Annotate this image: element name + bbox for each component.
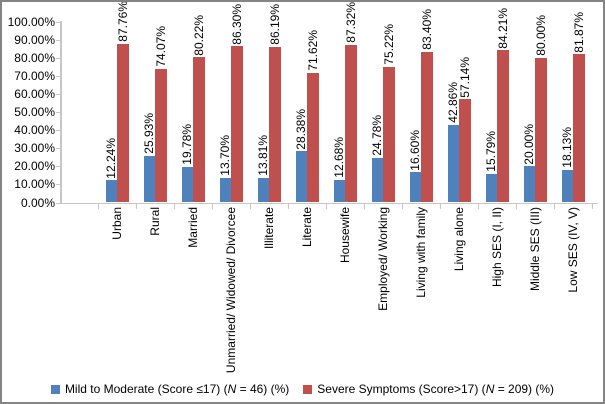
bar (154, 68, 167, 203)
data-label: 80.22% (191, 14, 206, 56)
y-tick-mark (56, 184, 60, 186)
x-axis-label: Unmarried/ Widowed/ Divorcee (223, 206, 238, 373)
y-tick-mark (56, 130, 60, 132)
bar (447, 125, 459, 203)
x-tick-mark (401, 202, 403, 209)
data-label: 87.32% (343, 1, 358, 43)
x-axis-label: Living with family (413, 206, 428, 298)
legend-swatch-mild-icon (50, 384, 60, 394)
x-tick-mark (477, 202, 479, 209)
data-label: 57.14% (457, 56, 472, 98)
bar (561, 169, 573, 203)
x-axis-label: Married (185, 206, 200, 248)
x-tick-mark (363, 202, 365, 209)
x-axis-label: High SES (I, II) (489, 206, 504, 287)
x-axis-label: Rural (147, 206, 162, 236)
x-tick-mark (553, 202, 555, 209)
x-tick-mark (97, 202, 99, 209)
y-tick-label: 20.00% (14, 159, 55, 174)
x-axis-label: Living alone (451, 206, 466, 271)
data-label: 87.76% (115, 1, 130, 42)
bar (181, 166, 193, 203)
y-tick-mark (56, 148, 60, 150)
bar (371, 157, 383, 203)
y-tick-label: 80.00% (14, 50, 55, 65)
legend-item-severe: Severe Symptoms (Score>17) (N = 209) (%) (303, 382, 554, 396)
data-label: 74.07% (153, 25, 168, 67)
y-tick-label: 70.00% (14, 68, 55, 83)
bar (192, 57, 205, 203)
bar (344, 44, 357, 203)
legend-label-severe: Severe Symptoms (Score>17) (N = 209) (%) (317, 382, 555, 396)
bar (458, 99, 471, 203)
x-axis-label: Low SES (IV, V) (565, 206, 580, 293)
x-axis-label: Illiterate (261, 206, 276, 249)
data-label: 80.00% (533, 15, 548, 56)
y-tick-mark (56, 75, 60, 77)
x-tick-mark (287, 202, 289, 209)
bar (409, 172, 421, 203)
y-tick-label: 60.00% (14, 87, 55, 102)
y-axis-line (60, 21, 62, 203)
x-axis-line (60, 202, 598, 205)
y-tick-label: 30.00% (14, 141, 55, 156)
bar (534, 57, 547, 203)
x-axis-label: Employed/ Working (375, 206, 390, 311)
x-axis-label: Urban (109, 206, 124, 240)
bar (572, 54, 585, 203)
y-tick-mark (56, 112, 60, 114)
data-label: 81.87% (571, 11, 586, 53)
bar (143, 155, 155, 203)
y-tick-label: 50.00% (14, 105, 55, 120)
bar (523, 166, 535, 203)
bar (105, 180, 117, 203)
y-tick-label: 100.00% (7, 14, 55, 29)
data-label: 86.19% (267, 3, 282, 45)
y-tick-label: 90.00% (14, 32, 55, 47)
y-tick-mark (56, 94, 60, 96)
data-label: 86.30% (229, 3, 244, 45)
legend-swatch-severe-icon (303, 384, 313, 394)
x-tick-mark (173, 202, 175, 209)
y-tick-label: 0.00% (20, 195, 55, 210)
bar (116, 43, 129, 203)
data-label: 71.62% (305, 30, 320, 72)
chart-legend: Mild to Moderate (Score ≤17) (N = 46) (%… (2, 382, 603, 396)
x-tick-mark (325, 202, 327, 209)
bar (485, 173, 497, 203)
bar (219, 177, 231, 203)
y-tick-mark (56, 39, 60, 41)
x-axis-label: Housewife (337, 206, 352, 263)
y-tick-mark (56, 21, 60, 23)
bar (268, 46, 281, 203)
data-label: 83.40% (419, 9, 434, 50)
bar (496, 50, 509, 203)
y-tick-label: 10.00% (14, 177, 55, 192)
x-tick-mark (135, 202, 137, 209)
y-tick-mark (56, 166, 60, 168)
data-label: 84.21% (495, 7, 510, 49)
y-tick-label: 40.00% (14, 123, 55, 138)
data-label: 75.22% (381, 23, 396, 65)
x-tick-mark (591, 202, 593, 209)
x-tick-mark (439, 202, 441, 209)
bar (230, 46, 243, 203)
x-axis-label: Middle SES (III) (527, 206, 542, 291)
bar (295, 151, 307, 203)
x-tick-mark (211, 202, 213, 209)
y-tick-mark (56, 202, 60, 204)
legend-item-mild: Mild to Moderate (Score ≤17) (N = 46) (%… (50, 382, 290, 396)
y-tick-mark (56, 57, 60, 59)
bar (257, 177, 269, 203)
x-axis-label: Literate (299, 206, 314, 247)
x-tick-mark (515, 202, 517, 209)
bar (306, 73, 319, 203)
bar (382, 66, 395, 203)
bar (420, 51, 433, 203)
x-tick-mark (249, 202, 251, 209)
legend-label-mild: Mild to Moderate (Score ≤17) (N = 46) (%… (64, 382, 290, 396)
bar (333, 179, 345, 203)
